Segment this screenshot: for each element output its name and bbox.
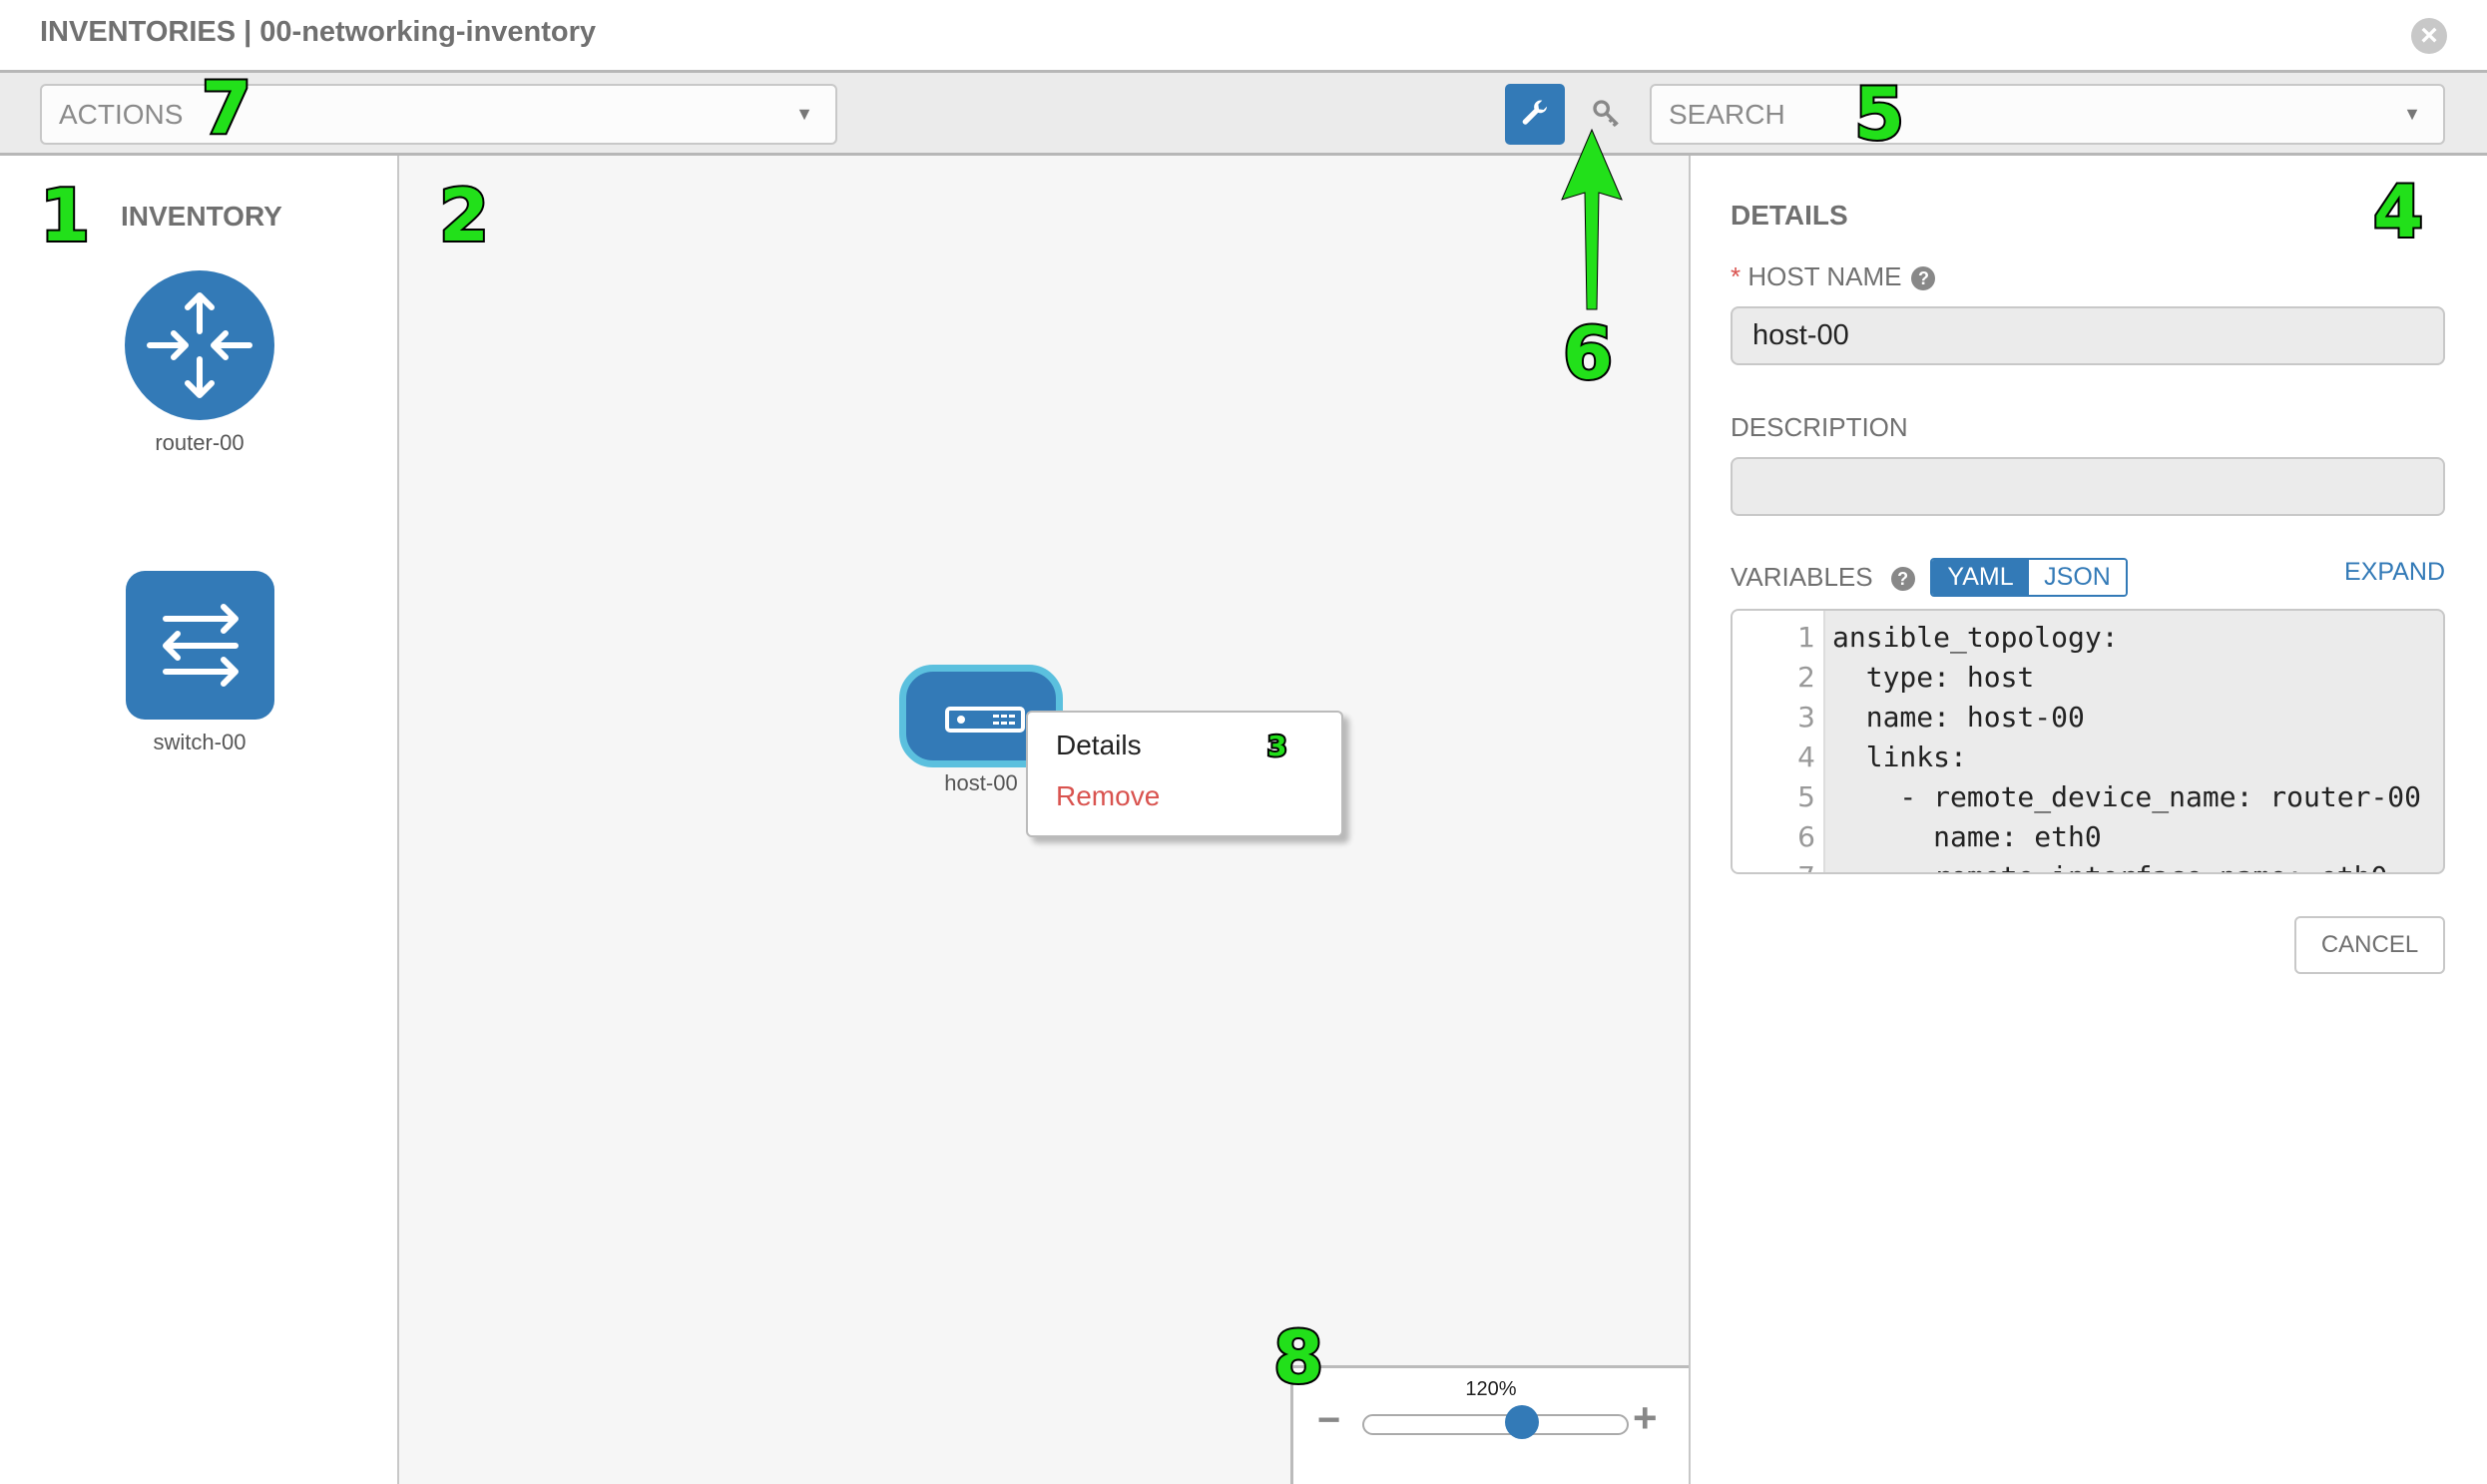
code-line: - remote_device_name: router-00	[1832, 780, 2422, 813]
annotation-5: 5	[1852, 72, 1906, 156]
annotation-2: 2	[437, 174, 491, 257]
details-header: DETAILS	[1731, 200, 1848, 231]
zoom-level: 120%	[1465, 1378, 1517, 1400]
help-icon[interactable]: ?	[1890, 567, 1915, 592]
line-number: 7	[1797, 860, 1815, 872]
page-title: INVENTORIES | 00-networking-inventory	[40, 16, 597, 48]
help-icon[interactable]: ?	[1911, 266, 1936, 291]
chevron-down-icon: ▼	[2403, 104, 2421, 124]
search-dropdown[interactable]: SEARCH ▼	[1650, 84, 2445, 145]
expand-link[interactable]: EXPAND	[2344, 558, 2445, 586]
variables-text: VARIABLES	[1731, 562, 1873, 592]
host-name-text: HOST NAME	[1747, 261, 1902, 291]
annotation-6: 6	[1561, 311, 1615, 395]
code-line: name: host-00	[1832, 701, 2085, 734]
title-bar: INVENTORIES | 00-networking-inventory ×	[0, 0, 2487, 73]
annotation-8: 8	[1271, 1315, 1325, 1399]
annotation-1: 1	[38, 174, 92, 257]
inventory-header: INVENTORY	[121, 201, 282, 232]
description-label: DESCRIPTION	[1731, 412, 1908, 442]
router-label: router-00	[155, 430, 245, 455]
code-line: type: host	[1832, 661, 2035, 694]
switch-icon[interactable]	[126, 571, 274, 720]
host-server-icon	[945, 707, 1025, 733]
line-number: 6	[1797, 820, 1815, 853]
chevron-down-icon: ▼	[795, 104, 813, 124]
line-number: 5	[1797, 780, 1815, 813]
annotation-4: 4	[2371, 170, 2425, 253]
code-line: remote_interface_name: eth0	[1832, 860, 2387, 872]
json-toggle[interactable]: JSON	[2029, 560, 2126, 595]
search-placeholder: SEARCH	[1669, 99, 1785, 130]
menu-item-details[interactable]: Details	[1056, 730, 1142, 760]
router-icon[interactable]	[125, 270, 274, 420]
host-name-input[interactable]: host-00	[1731, 306, 2445, 365]
zoom-in-button[interactable]: +	[1633, 1394, 1658, 1441]
context-menu: Details Remove 3	[1026, 711, 1343, 837]
code-line: links:	[1832, 741, 1967, 773]
description-input[interactable]	[1731, 457, 2445, 516]
key-icon[interactable]	[1587, 91, 1627, 137]
code-line: name: eth0	[1832, 820, 2102, 853]
line-number: 4	[1797, 741, 1815, 773]
line-number: 1	[1797, 621, 1815, 654]
yaml-toggle[interactable]: YAML	[1932, 560, 2029, 595]
line-number: 3	[1797, 701, 1815, 734]
line-number: 2	[1797, 661, 1815, 694]
wrench-icon[interactable]	[1505, 84, 1565, 145]
zoom-slider-thumb[interactable]	[1505, 1405, 1540, 1439]
variables-label: VARIABLES?	[1731, 562, 1915, 593]
menu-item-remove[interactable]: Remove	[1056, 780, 1161, 811]
cancel-button[interactable]: CANCEL	[2294, 916, 2445, 974]
close-icon[interactable]: ×	[2411, 18, 2447, 54]
switch-label: switch-00	[153, 730, 247, 754]
required-mark: *	[1731, 261, 1741, 291]
format-toggle: YAML JSON	[1930, 558, 2128, 597]
toolbar: ACTIONS ▼ SEARCH ▼	[0, 73, 2487, 156]
code-line: ansible_topology:	[1832, 621, 2119, 654]
zoom-control: 120% − +	[1290, 1365, 1689, 1484]
actions-dropdown[interactable]: ACTIONS ▼	[40, 84, 837, 145]
actions-placeholder: ACTIONS	[59, 99, 184, 130]
annotation-3: 3	[1265, 730, 1289, 762]
line-gutter: 1 2 3 4 5 6 7	[1733, 611, 1825, 872]
zoom-out-button[interactable]: −	[1317, 1398, 1341, 1442]
inventory-panel: INVENTORY router-00 switch-00 1	[0, 156, 399, 1484]
host-label: host-00	[944, 770, 1018, 795]
variables-editor[interactable]: 1 2 3 4 5 6 7 ansible_topology: type: host nam…	[1731, 609, 2445, 874]
arrow-annotation-icon	[1561, 128, 1623, 310]
host-name-label: * HOST NAME?	[1731, 261, 1936, 292]
annotation-7: 7	[200, 66, 253, 150]
zoom-slider[interactable]	[1362, 1414, 1629, 1435]
